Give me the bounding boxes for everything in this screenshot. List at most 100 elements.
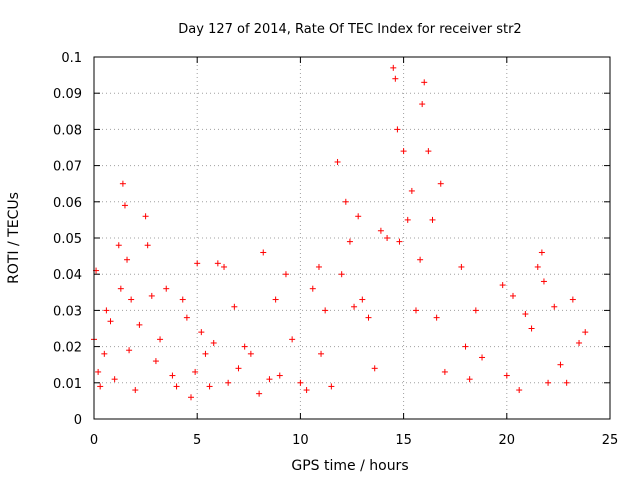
- data-point: [371, 365, 378, 372]
- data-point: [334, 158, 341, 165]
- data-point: [266, 376, 273, 383]
- data-point: [95, 368, 102, 375]
- data-point: [509, 292, 516, 299]
- data-point: [152, 358, 159, 365]
- data-point: [101, 350, 108, 357]
- data-point: [396, 238, 403, 245]
- y-tick-label: 0.05: [53, 232, 82, 247]
- data-point: [412, 307, 419, 314]
- data-point: [540, 278, 547, 285]
- data-point: [169, 372, 176, 379]
- data-point: [128, 296, 135, 303]
- data-point: [351, 303, 358, 310]
- data-point: [322, 307, 329, 314]
- data-point: [394, 126, 401, 133]
- data-points: [91, 64, 589, 401]
- data-point: [408, 187, 415, 194]
- data-point: [214, 260, 221, 267]
- data-point: [390, 64, 397, 71]
- data-point: [472, 307, 479, 314]
- y-tick-label: 0.01: [53, 377, 82, 392]
- y-axis-label: ROTI / TECUs: [6, 192, 22, 284]
- data-point: [400, 148, 407, 155]
- data-point: [365, 314, 372, 321]
- data-point: [392, 75, 399, 82]
- data-point: [557, 361, 564, 368]
- data-point: [121, 202, 128, 209]
- data-point: [260, 249, 267, 256]
- y-tick-label: 0.1: [61, 51, 82, 66]
- data-point: [328, 383, 335, 390]
- data-point: [545, 379, 552, 386]
- data-point: [144, 242, 151, 249]
- data-point: [346, 238, 353, 245]
- data-point: [342, 198, 349, 205]
- data-point: [516, 387, 523, 394]
- y-tick-label: 0.07: [53, 160, 82, 175]
- data-point: [462, 343, 469, 350]
- data-point: [499, 282, 506, 289]
- data-point: [179, 296, 186, 303]
- axis-ticks: [93, 56, 611, 420]
- data-point: [192, 368, 199, 375]
- data-point: [433, 314, 440, 321]
- data-point: [315, 263, 322, 270]
- data-point: [338, 271, 345, 278]
- data-point: [117, 285, 124, 292]
- data-point: [421, 79, 428, 86]
- data-point: [107, 318, 114, 325]
- data-point: [441, 368, 448, 375]
- data-point: [206, 383, 213, 390]
- x-tick-label: 20: [499, 433, 516, 448]
- data-point: [528, 325, 535, 332]
- data-point: [479, 354, 486, 361]
- data-point: [111, 376, 118, 383]
- data-point: [163, 285, 170, 292]
- data-point: [148, 292, 155, 299]
- data-point: [173, 383, 180, 390]
- data-point: [538, 249, 545, 256]
- gridlines: [94, 57, 610, 419]
- x-tick-label: 5: [193, 433, 201, 448]
- x-tick-label: 15: [395, 433, 412, 448]
- data-point: [188, 394, 195, 401]
- data-point: [221, 263, 228, 270]
- data-point: [276, 372, 283, 379]
- data-point: [466, 376, 473, 383]
- y-tick-label: 0.02: [53, 341, 82, 356]
- data-point: [309, 285, 316, 292]
- data-point: [198, 329, 205, 336]
- data-point: [97, 383, 104, 390]
- data-point: [417, 256, 424, 263]
- data-point: [303, 387, 310, 394]
- x-tick-label: 0: [90, 433, 98, 448]
- data-point: [582, 329, 589, 336]
- data-point: [534, 263, 541, 270]
- data-point: [563, 379, 570, 386]
- data-point: [247, 350, 254, 357]
- data-point: [355, 213, 362, 220]
- data-point: [256, 390, 263, 397]
- data-point: [359, 296, 366, 303]
- data-point: [231, 303, 238, 310]
- y-tick-label: 0.04: [53, 268, 82, 283]
- y-tick-label: 0.06: [53, 196, 82, 211]
- data-point: [425, 148, 432, 155]
- x-axis-label: GPS time / hours: [291, 458, 408, 474]
- data-point: [210, 339, 217, 346]
- data-point: [157, 336, 164, 343]
- data-point: [272, 296, 279, 303]
- y-tick-label: 0.03: [53, 304, 82, 319]
- data-point: [576, 339, 583, 346]
- x-tick-label: 25: [602, 433, 619, 448]
- data-point: [126, 347, 133, 354]
- data-point: [241, 343, 248, 350]
- data-point: [458, 263, 465, 270]
- x-tick-labels: 0 5 10 15 20 25: [90, 433, 618, 448]
- data-point: [404, 216, 411, 223]
- data-point: [194, 260, 201, 267]
- chart-title: Day 127 of 2014, Rate Of TEC Index for r…: [178, 22, 521, 37]
- data-point: [202, 350, 209, 357]
- data-point: [115, 242, 122, 249]
- x-tick-label: 10: [292, 433, 309, 448]
